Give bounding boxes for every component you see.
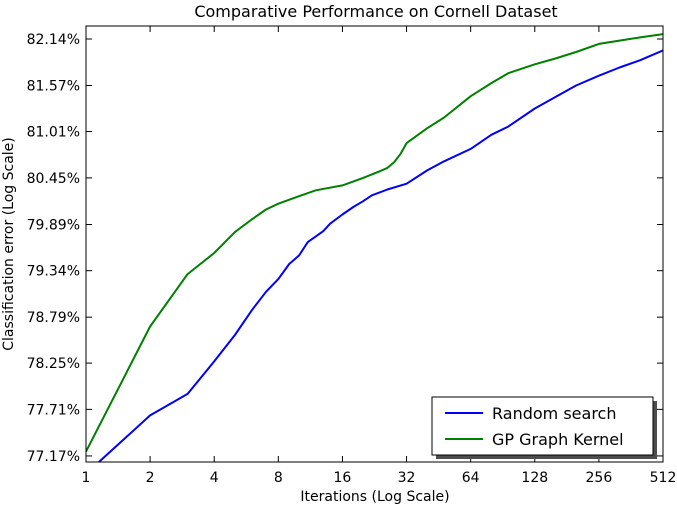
plot-marks [86, 33, 663, 462]
legend: Random search GP Graph Kernel [431, 396, 657, 459]
y-axis-label: Classification error (Log Scale) [1, 137, 17, 350]
series-line-random-search [98, 49, 663, 462]
x-tick-label-256: 256 [586, 470, 613, 486]
chart-title: Comparative Performance on Cornell Datas… [194, 2, 557, 21]
x-tick-label-512: 512 [650, 470, 677, 486]
y-tick-label-80-45: 80.45% [27, 171, 80, 187]
x-tick-label-128: 128 [521, 470, 548, 486]
x-tick-label-16: 16 [334, 470, 352, 486]
x-tick-label-32: 32 [398, 470, 416, 486]
y-tick-label-79-89: 79.89% [27, 218, 80, 234]
y-tick-label-81-01: 81.01% [27, 125, 80, 141]
x-tick-label-8: 8 [274, 470, 283, 486]
x-axis: 1 2 4 8 16 32 64 128 256 512 [82, 26, 677, 486]
x-tick-label-4: 4 [210, 470, 219, 486]
x-tick-label-64: 64 [462, 470, 480, 486]
y-tick-label-78-25: 78.25% [27, 356, 80, 372]
y-tick-label-77-71: 77.71% [27, 402, 80, 418]
series-line-gp-graph-kernel [86, 33, 663, 453]
legend-label-gp-graph-kernel: GP Graph Kernel [492, 430, 624, 449]
x-axis-label: Iterations (Log Scale) [300, 489, 449, 505]
y-axis: 77.17% 77.71% 78.25% 78.79% 79.34% 79.89% 80.4… [27, 32, 663, 465]
legend-box [431, 396, 654, 456]
y-tick-label-82-14: 82.14% [27, 32, 80, 48]
x-tick-label-2: 2 [146, 470, 155, 486]
y-tick-label-81-57: 81.57% [27, 79, 80, 95]
plot-frame [85, 25, 664, 463]
y-tick-label-78-79: 78.79% [27, 310, 80, 326]
x-tick-label-1: 1 [82, 470, 91, 486]
legend-label-random-search: Random search [492, 404, 616, 423]
y-tick-label-77-17: 77.17% [27, 449, 80, 465]
y-tick-label-79-34: 79.34% [27, 264, 80, 280]
